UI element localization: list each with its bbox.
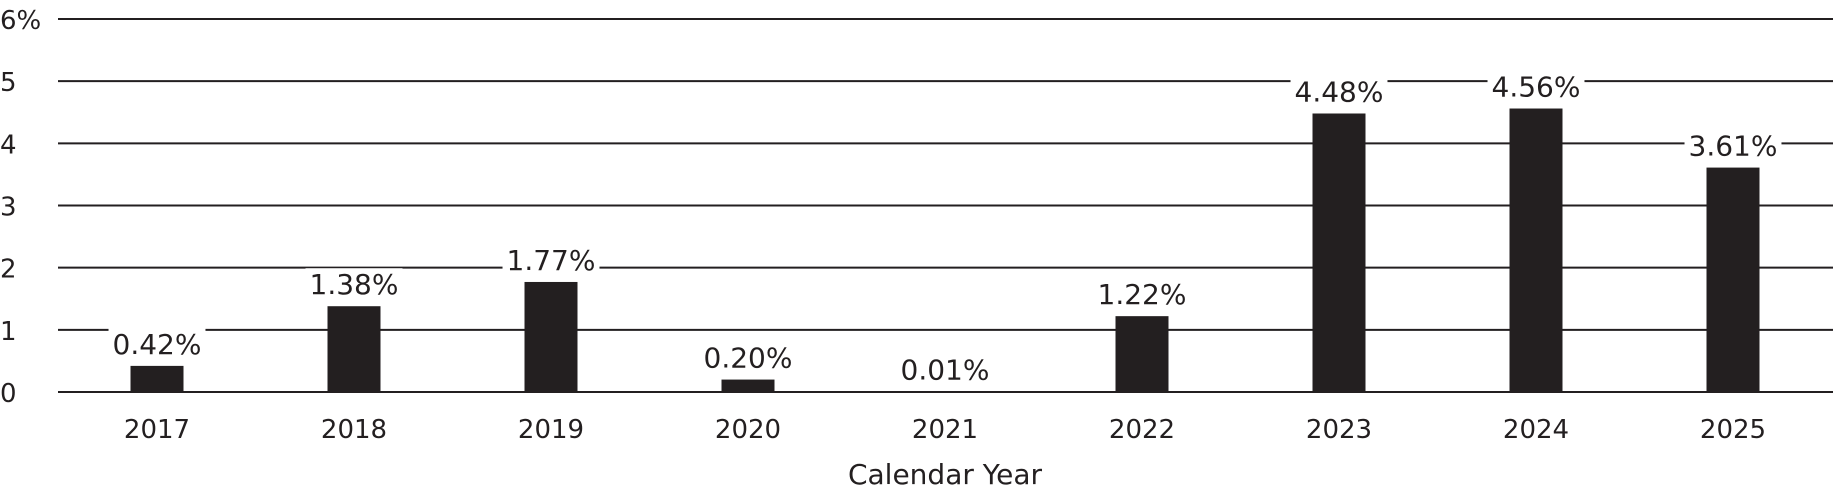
x-axis-ticks: 2017 2018 2019 2020 2021 2022 2023 2024 2025 (124, 415, 1766, 445)
data-label-background (108, 327, 206, 361)
data-label-background (502, 243, 600, 277)
data-label-background (896, 353, 994, 387)
data-label: 0.01% (901, 353, 990, 386)
y-tick-label: 1 (0, 317, 17, 347)
x-tick-label: 2017 (124, 415, 190, 445)
x-tick-label: 2025 (1700, 415, 1766, 445)
bar (1509, 108, 1563, 393)
data-label: 1.38% (310, 268, 399, 301)
x-tick-label: 2018 (321, 415, 387, 445)
y-tick-label: 6% (0, 6, 41, 36)
bar (327, 306, 381, 392)
data-label: 4.56% (1492, 71, 1581, 104)
x-tick-label: 2021 (912, 415, 978, 445)
data-label: 4.48% (1295, 75, 1384, 108)
data-label-background (1684, 129, 1782, 163)
x-tick-label: 2023 (1306, 415, 1372, 445)
data-label-background (1487, 70, 1585, 104)
data-label-background (1290, 75, 1388, 109)
data-label-background (1093, 278, 1191, 312)
data-label: 3.61% (1689, 130, 1778, 163)
bar (1312, 113, 1366, 392)
y-tick-label: 2 (0, 255, 17, 285)
x-tick-label: 2019 (518, 415, 584, 445)
data-label-background (699, 341, 797, 375)
y-tick-label: 3 (0, 193, 17, 223)
bar (524, 281, 578, 392)
bar (1706, 167, 1760, 392)
x-tick-label: 2024 (1503, 415, 1569, 445)
y-axis-ticks: 0 1 2 3 4 5 6% (0, 6, 41, 409)
data-label: 1.22% (1098, 278, 1187, 311)
x-tick-label: 2022 (1109, 415, 1175, 445)
y-tick-label: 4 (0, 130, 17, 160)
bars: 0.42% 1.38% 1.77% 0.20% 0.01% 1.22% 4.48% 4.56%… (108, 70, 1782, 393)
bar (918, 391, 972, 392)
data-label: 0.20% (704, 342, 793, 375)
bar (1115, 316, 1169, 392)
y-tick-label: 0 (0, 379, 17, 409)
bar (721, 379, 775, 392)
data-label-background (305, 268, 403, 302)
y-tick-label: 5 (0, 68, 17, 98)
data-label: 0.42% (113, 328, 202, 361)
x-axis-title: Calendar Year (848, 458, 1043, 491)
x-tick-label: 2020 (715, 415, 781, 445)
data-label: 1.77% (507, 244, 596, 277)
bar (130, 365, 184, 392)
